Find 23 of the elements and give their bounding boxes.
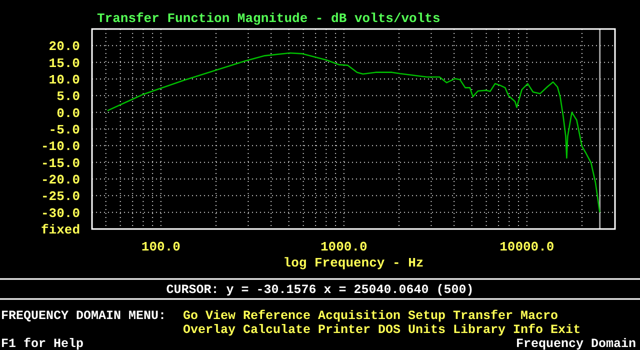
x-axis-title: log Frequency - Hz xyxy=(283,256,424,271)
y-tick-label: 20.0 xyxy=(48,39,80,54)
y-tick-label: -10.0 xyxy=(40,139,80,154)
x-tick-label: 10000.0 xyxy=(500,240,554,255)
text: F1 for Help xyxy=(1,337,84,350)
text: CURSOR: y = -30.1576 x = 25040.0640 (500) xyxy=(166,283,474,297)
x-tick-label: 100.0 xyxy=(141,240,181,255)
y-tick-label: -5.0 xyxy=(48,122,80,138)
text: Go View Reference Acquisition Setup Transfer Macro xyxy=(183,309,558,323)
y-tick-label: 10.0 xyxy=(48,72,80,88)
y-tick-label: 5.0 xyxy=(56,89,80,104)
y-tick-label: 0.0 xyxy=(56,106,80,121)
y-tick-label: -15.0 xyxy=(40,156,80,171)
y-tick-label: -25.0 xyxy=(40,189,80,204)
y-tick-label: 15.0 xyxy=(48,56,80,71)
text: Frequency Domain xyxy=(516,337,636,350)
text: FREQUENCY DOMAIN MENU: xyxy=(1,309,166,323)
y-tick-label: -20.0 xyxy=(40,172,80,188)
text: Overlay Calculate Printer DOS Units Library Info Exit xyxy=(183,323,581,337)
y-tick-label: -30.0 xyxy=(40,206,80,221)
chart-title: Transfer Function Magnitude - dB volts/volts xyxy=(97,11,440,26)
x-tick-label: 1000.0 xyxy=(320,240,368,255)
y-tick-label: fixed xyxy=(40,222,80,238)
